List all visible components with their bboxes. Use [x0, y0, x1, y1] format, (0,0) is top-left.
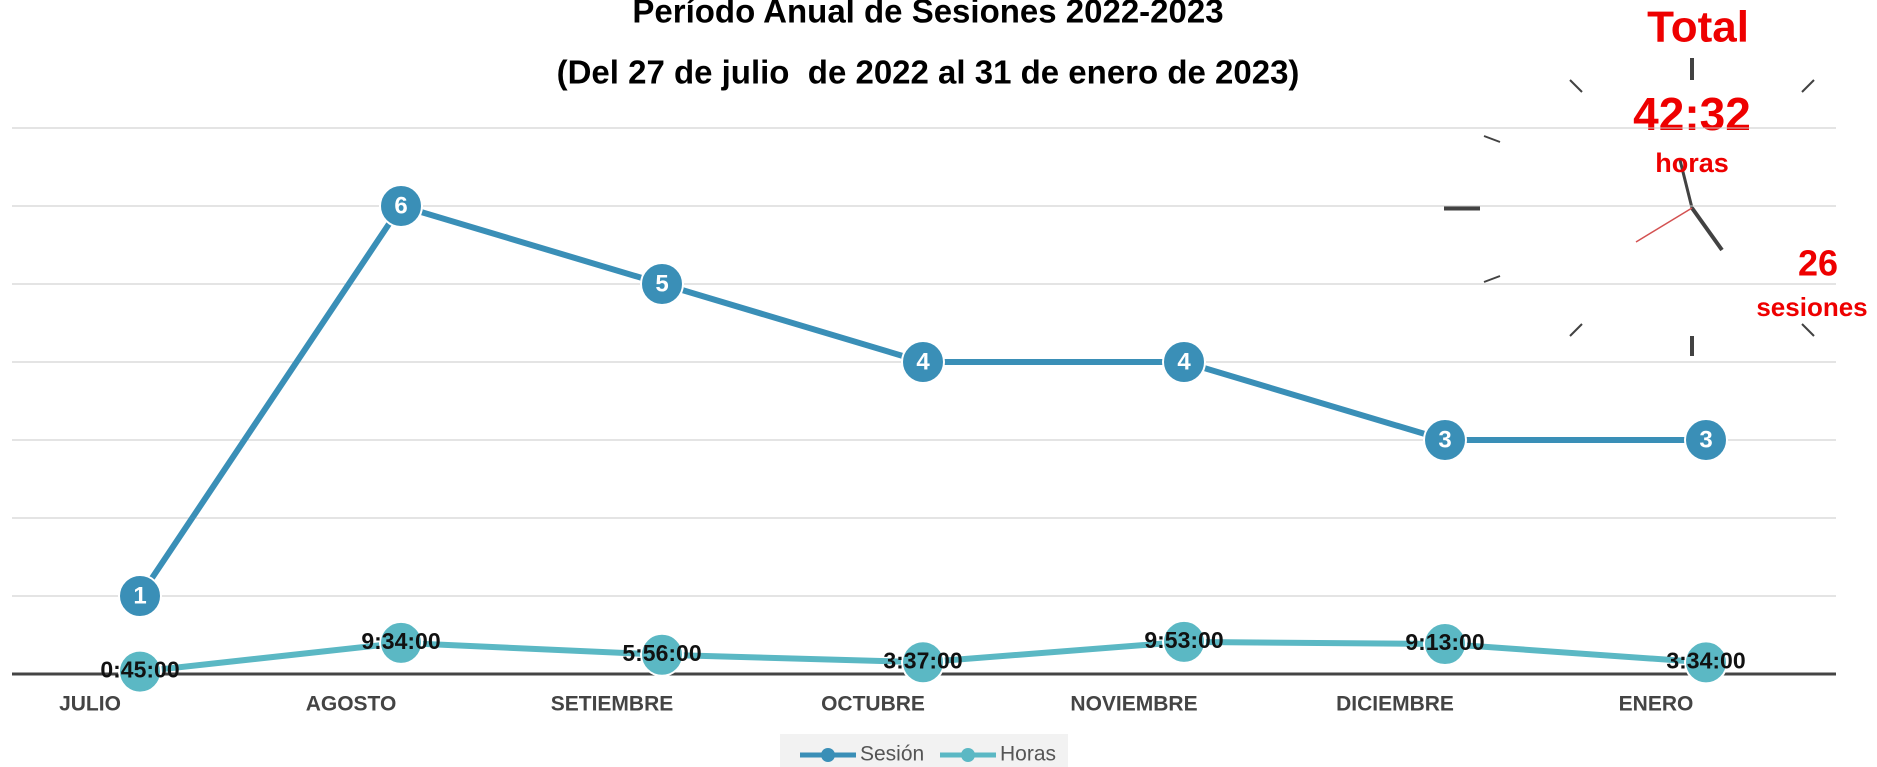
data-label: 0:45:00 [100, 657, 179, 683]
x-tick-label: SETIEMBRE [551, 693, 674, 716]
data-label: 4 [1177, 348, 1191, 375]
point [1162, 340, 1206, 384]
point [118, 649, 162, 694]
annotation: horas [1655, 148, 1729, 178]
annotation: 26 [1798, 243, 1838, 284]
point [1684, 418, 1728, 462]
data-label: 4 [916, 348, 930, 375]
data-label: 1 [133, 582, 146, 609]
data-label: 9:13:00 [1405, 629, 1484, 655]
annotation: Total [1647, 3, 1749, 52]
point [1684, 640, 1728, 685]
point [1423, 622, 1467, 667]
x-tick-label: ENERO [1619, 693, 1694, 716]
x-tick-label: OCTUBRE [821, 693, 925, 716]
legend-marker [961, 748, 975, 762]
point [379, 184, 423, 228]
legend-label: Horas [1000, 743, 1056, 766]
annotation: 42:32 [1633, 88, 1751, 140]
data-label: 5 [655, 270, 668, 297]
x-tick-label: NOVIEMBRE [1070, 693, 1197, 716]
point [1423, 418, 1467, 462]
chart-title: Período Anual de Sesiones 2022-2023 [632, 0, 1223, 30]
x-tick-label: AGOSTO [306, 693, 397, 716]
clock [1444, 58, 1815, 356]
point [640, 632, 684, 677]
data-label: 3:37:00 [883, 647, 962, 673]
point [901, 640, 945, 685]
point [640, 262, 684, 306]
x-tick-label: JULIO [59, 693, 121, 716]
data-label: 9:34:00 [361, 628, 440, 654]
point [901, 340, 945, 384]
data-label: 3 [1438, 426, 1451, 453]
series-line [137, 203, 1706, 598]
chart-subtitle: (Del 27 de julio de 2022 al 31 de enero … [557, 54, 1300, 91]
legend-marker [821, 748, 835, 762]
data-label: 5:56:00 [622, 640, 701, 666]
data-label: 9:53:00 [1144, 627, 1223, 653]
x-tick-label: DICIEMBRE [1336, 693, 1454, 716]
legend-label: Sesión [860, 743, 924, 766]
data-label: 3:34:00 [1666, 647, 1745, 673]
point [118, 574, 162, 618]
point [379, 620, 423, 665]
data-label: 3 [1699, 426, 1712, 453]
annotation: sesiones [1756, 292, 1867, 322]
data-label: 6 [394, 192, 407, 219]
point [1162, 619, 1206, 664]
